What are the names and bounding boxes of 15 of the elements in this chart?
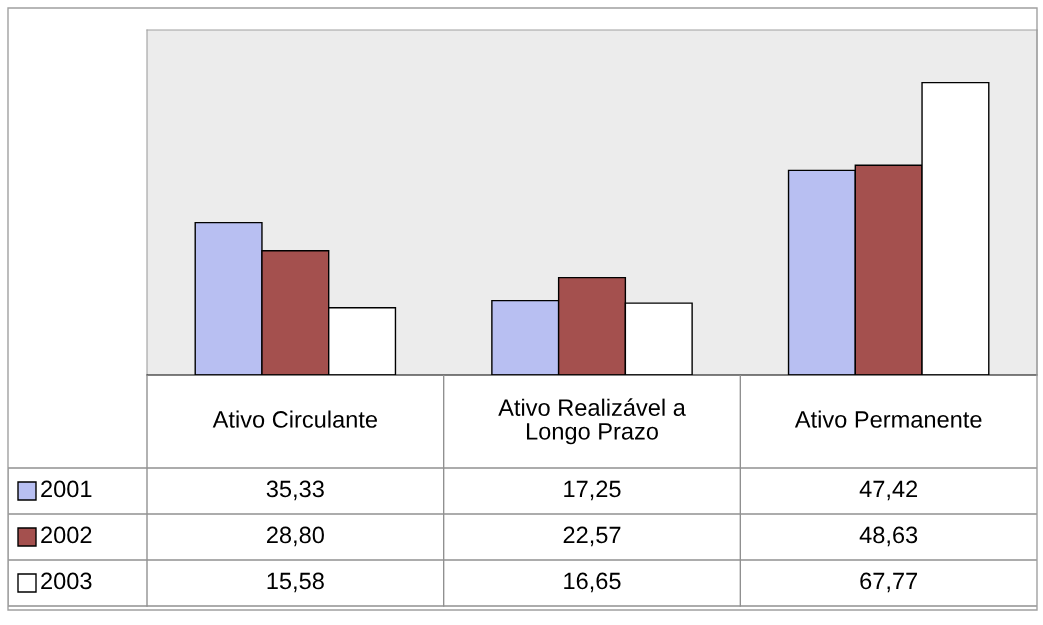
legend-label: 2002 xyxy=(41,526,92,544)
data-label: 35,33 xyxy=(266,480,324,501)
data-label: 22,57 xyxy=(563,526,621,547)
data-label: 17,25 xyxy=(564,480,621,501)
legend-label: 2001 xyxy=(41,480,92,498)
data-label: 16,65 xyxy=(564,572,621,593)
data-label: 67,77 xyxy=(860,572,918,593)
data-label: 47,42 xyxy=(859,480,918,501)
legend-label: 2003 xyxy=(41,572,92,590)
data-label: 48,63 xyxy=(859,526,918,547)
x-tick-label: Ativo Circulante xyxy=(212,410,377,428)
x-tick-label: Ativo Permanente xyxy=(794,410,982,428)
data-label: 28,80 xyxy=(266,526,324,547)
x-tick-label: Ativo Realizável a Longo Prazo xyxy=(498,398,686,445)
data-label: 15,58 xyxy=(267,572,324,593)
